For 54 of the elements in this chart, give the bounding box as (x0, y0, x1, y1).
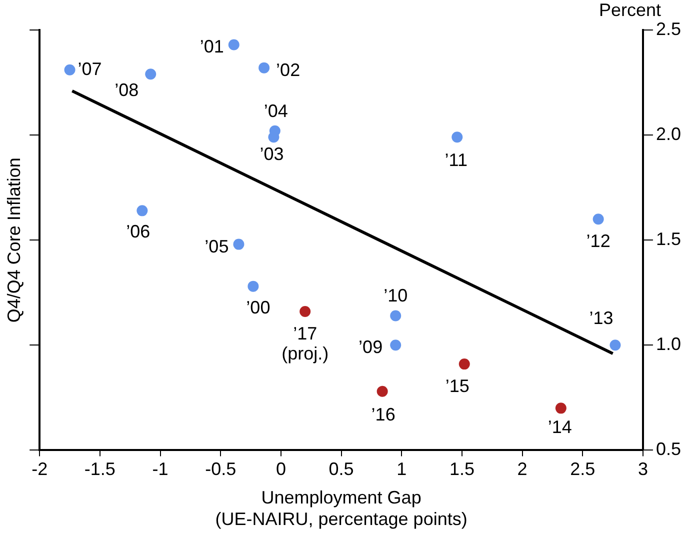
annotation: ’00 (246, 297, 270, 318)
point (610, 340, 621, 351)
y2-axis-title: Percent (598, 0, 661, 20)
x-tick-label: 2.5 (570, 458, 596, 479)
y-tick-label: 0.5 (656, 439, 682, 460)
annotation: ’08 (114, 80, 139, 100)
y-tick-label: 2.5 (656, 18, 682, 39)
x-tick-label: 1 (396, 458, 407, 479)
x-axis-title: Unemployment Gap (UE-NAIRU, percentage points) (215, 488, 468, 530)
point (452, 132, 463, 143)
annotation: ’06 (126, 222, 150, 242)
annotation: ’07 (78, 58, 102, 79)
annotation: ’12 (586, 231, 610, 252)
point (258, 62, 270, 74)
annotation: ’14 (548, 417, 572, 438)
point (390, 310, 402, 322)
x-tick-label: 3 (638, 458, 648, 479)
point (300, 306, 311, 318)
point (145, 68, 156, 80)
x-tick-label: 0 (276, 458, 286, 479)
x-tick-label: -0.5 (205, 458, 236, 479)
y-axis-title: Q4/Q4 Core Inflation (4, 158, 24, 323)
annotation: ’11 (444, 150, 468, 170)
x-tick-label: -1.5 (84, 458, 116, 479)
x-tick-label: -2 (32, 458, 48, 479)
point (248, 280, 259, 292)
point (376, 386, 388, 397)
annotation: ’13 (589, 308, 614, 328)
annotation: ’09 (358, 337, 383, 358)
point (592, 214, 604, 225)
y-tick-label: 1.5 (656, 229, 682, 250)
x-tick-label: -1 (152, 458, 168, 479)
point (228, 39, 240, 50)
point (64, 64, 76, 76)
x-tick-label: 1.5 (449, 458, 474, 479)
annotation: ’16 (371, 404, 396, 424)
point (269, 125, 280, 136)
x-tick-label: 0.5 (328, 458, 354, 479)
y-tick-label: 1.0 (656, 334, 682, 354)
annotation: ’03 (260, 144, 284, 164)
annotation: ’05 (204, 236, 229, 256)
point (136, 205, 148, 216)
point (233, 238, 244, 250)
annotation: ’04 (264, 100, 288, 121)
annotation: ’15 (445, 376, 470, 396)
annotation: ’10 (384, 286, 408, 306)
point (458, 358, 470, 370)
x-tick-label: 2 (517, 458, 528, 479)
y-tick-label: 2.0 (656, 124, 682, 144)
point (390, 340, 402, 351)
annotation: ’02 (276, 60, 300, 80)
point (555, 402, 566, 414)
annotation: ’01 (200, 36, 224, 57)
annotation: ’17 (proj.) (282, 324, 329, 364)
